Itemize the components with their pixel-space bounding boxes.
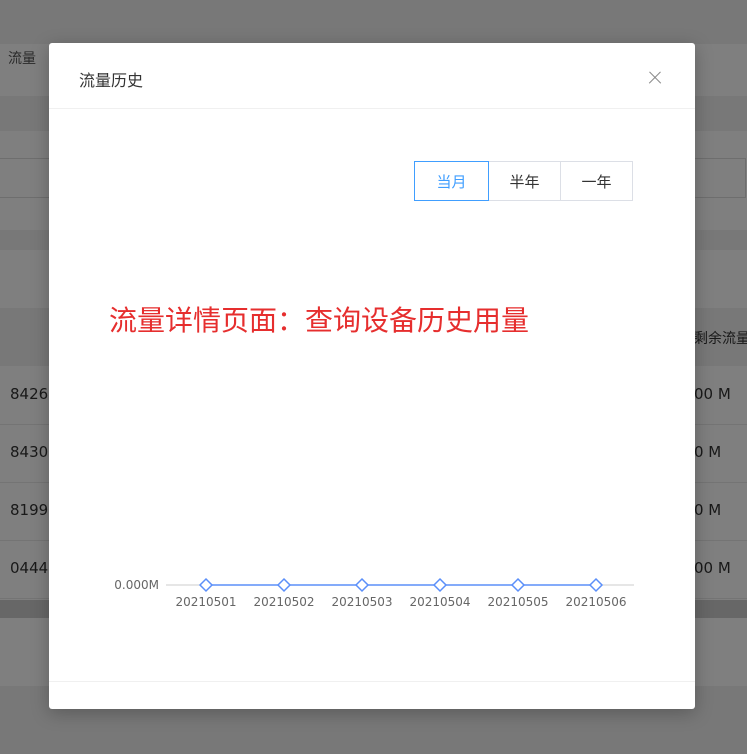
x-tick-label: 20210504 bbox=[409, 595, 470, 609]
tab-current-month[interactable]: 当月 bbox=[414, 161, 489, 201]
y-tick-label: 0.000M bbox=[114, 578, 159, 592]
x-tick-label: 20210501 bbox=[175, 595, 236, 609]
data-point-marker bbox=[510, 577, 526, 593]
flow-history-chart: 0.000M 20210501 20210502 20210503 20210504 20… bbox=[114, 577, 634, 609]
data-point-marker bbox=[588, 577, 604, 593]
x-tick-label: 20210502 bbox=[253, 595, 314, 609]
flow-history-dialog: 流量历史 当月 半年 一年 流量详情页面：查询设备历史用量 0.000M 2021… bbox=[49, 43, 695, 709]
data-point-marker bbox=[276, 577, 292, 593]
data-point-marker bbox=[354, 577, 370, 593]
period-selector: 当月 半年 一年 bbox=[414, 161, 633, 201]
dialog-title: 流量历史 bbox=[79, 71, 144, 90]
x-tick-label: 20210503 bbox=[331, 595, 392, 609]
tab-half-year[interactable]: 半年 bbox=[488, 161, 561, 201]
x-tick-label: 20210505 bbox=[487, 595, 548, 609]
dialog-header: 流量历史 bbox=[49, 43, 695, 109]
dialog-footer-divider bbox=[49, 681, 695, 682]
x-tick-label: 20210506 bbox=[565, 595, 626, 609]
data-point-marker bbox=[198, 577, 214, 593]
close-icon[interactable] bbox=[645, 67, 667, 89]
data-point-marker bbox=[432, 577, 448, 593]
annotation-text: 流量详情页面：查询设备历史用量 bbox=[109, 304, 530, 337]
tab-one-year[interactable]: 一年 bbox=[560, 161, 633, 201]
